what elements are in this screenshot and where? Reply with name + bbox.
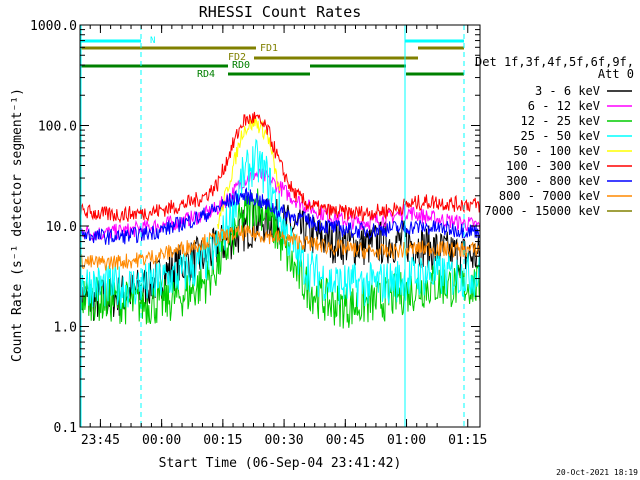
series-line-3 <box>79 138 481 310</box>
legend-label-2: 12 - 25 keV <box>521 114 600 128</box>
legend-label-4: 50 - 100 keV <box>513 144 600 158</box>
series-line-1 <box>79 168 481 243</box>
y-tick-label: 1.0 <box>54 321 77 336</box>
flag-label-fd1: FD1 <box>260 43 278 54</box>
time-marker-lines <box>80 25 465 427</box>
x-tick-label: 01:00 <box>387 433 426 448</box>
legend-label-6: 300 - 800 keV <box>506 174 600 188</box>
flag-label-fd2: FD2 <box>228 52 246 63</box>
legend-label-0: 3 - 6 keV <box>535 84 600 98</box>
legend-label-3: 25 - 50 keV <box>521 129 600 143</box>
y-tick-label: 0.1 <box>54 421 77 436</box>
flag-label-rd4: RD4 <box>197 69 215 80</box>
legend-label-7: 800 - 7000 keV <box>499 189 600 203</box>
flag-label-rd0: RD0 <box>232 60 250 71</box>
flag-bars <box>80 39 464 76</box>
y-tick-label: 10.0 <box>46 220 77 235</box>
legend-header-detectors: Det 1f,3f,4f,5f,6f,9f, <box>475 55 634 69</box>
legend-label-5: 100 - 300 keV <box>506 159 600 173</box>
series-line-7 <box>79 225 481 271</box>
x-axis-label: Start Time (06-Sep-04 23:41:42) <box>159 456 402 471</box>
timestamp: 20-Oct-2021 18:19 <box>556 468 638 477</box>
x-tick-label: 00:00 <box>142 433 181 448</box>
x-tick-label: 01:15 <box>448 433 487 448</box>
x-tick-label: 00:15 <box>203 433 242 448</box>
flag-labels: N FD1 FD2 RD0 RD4 <box>150 36 278 80</box>
series-line-6 <box>79 186 480 245</box>
series-line-2 <box>79 188 481 329</box>
series-lines <box>79 111 481 329</box>
axes-ticks: 0.1 1.0 10.0 100.0 1000.0 23:45 00:00 00:15 00:3… <box>30 19 487 448</box>
legend-header-attenuator: Att 0 <box>598 67 634 81</box>
x-tick-label: 00:30 <box>265 433 304 448</box>
x-tick-label: 00:45 <box>326 433 365 448</box>
y-axis-label: Count Rate (s⁻¹ detector segment⁻¹) <box>10 88 25 362</box>
y-tick-label: 1000.0 <box>30 19 77 34</box>
flag-label-n: N <box>150 36 155 46</box>
series-line-5 <box>79 111 481 224</box>
legend-label-8: 7000 - 15000 keV <box>484 204 600 218</box>
legend-label-1: 6 - 12 keV <box>528 99 600 113</box>
chart-title: RHESSI Count Rates <box>199 3 362 21</box>
y-tick-label: 100.0 <box>38 120 77 135</box>
x-tick-label: 23:45 <box>81 433 120 448</box>
series-line-4 <box>217 116 281 230</box>
